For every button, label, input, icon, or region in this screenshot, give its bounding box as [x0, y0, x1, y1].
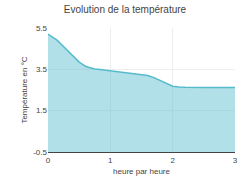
svg-text:heure par heure: heure par heure	[113, 167, 170, 176]
svg-text:3.5: 3.5	[36, 65, 48, 74]
svg-text:3: 3	[233, 156, 238, 165]
svg-text:1.5: 1.5	[36, 106, 48, 115]
svg-text:Température en °C: Température en °C	[20, 56, 29, 123]
svg-text:Evolution de la température: Evolution de la température	[64, 4, 187, 15]
svg-text:1: 1	[108, 156, 113, 165]
svg-text:-0.5: -0.5	[33, 148, 47, 157]
svg-text:5.5: 5.5	[36, 24, 48, 33]
svg-text:0: 0	[46, 156, 51, 165]
svg-text:2: 2	[170, 156, 175, 165]
